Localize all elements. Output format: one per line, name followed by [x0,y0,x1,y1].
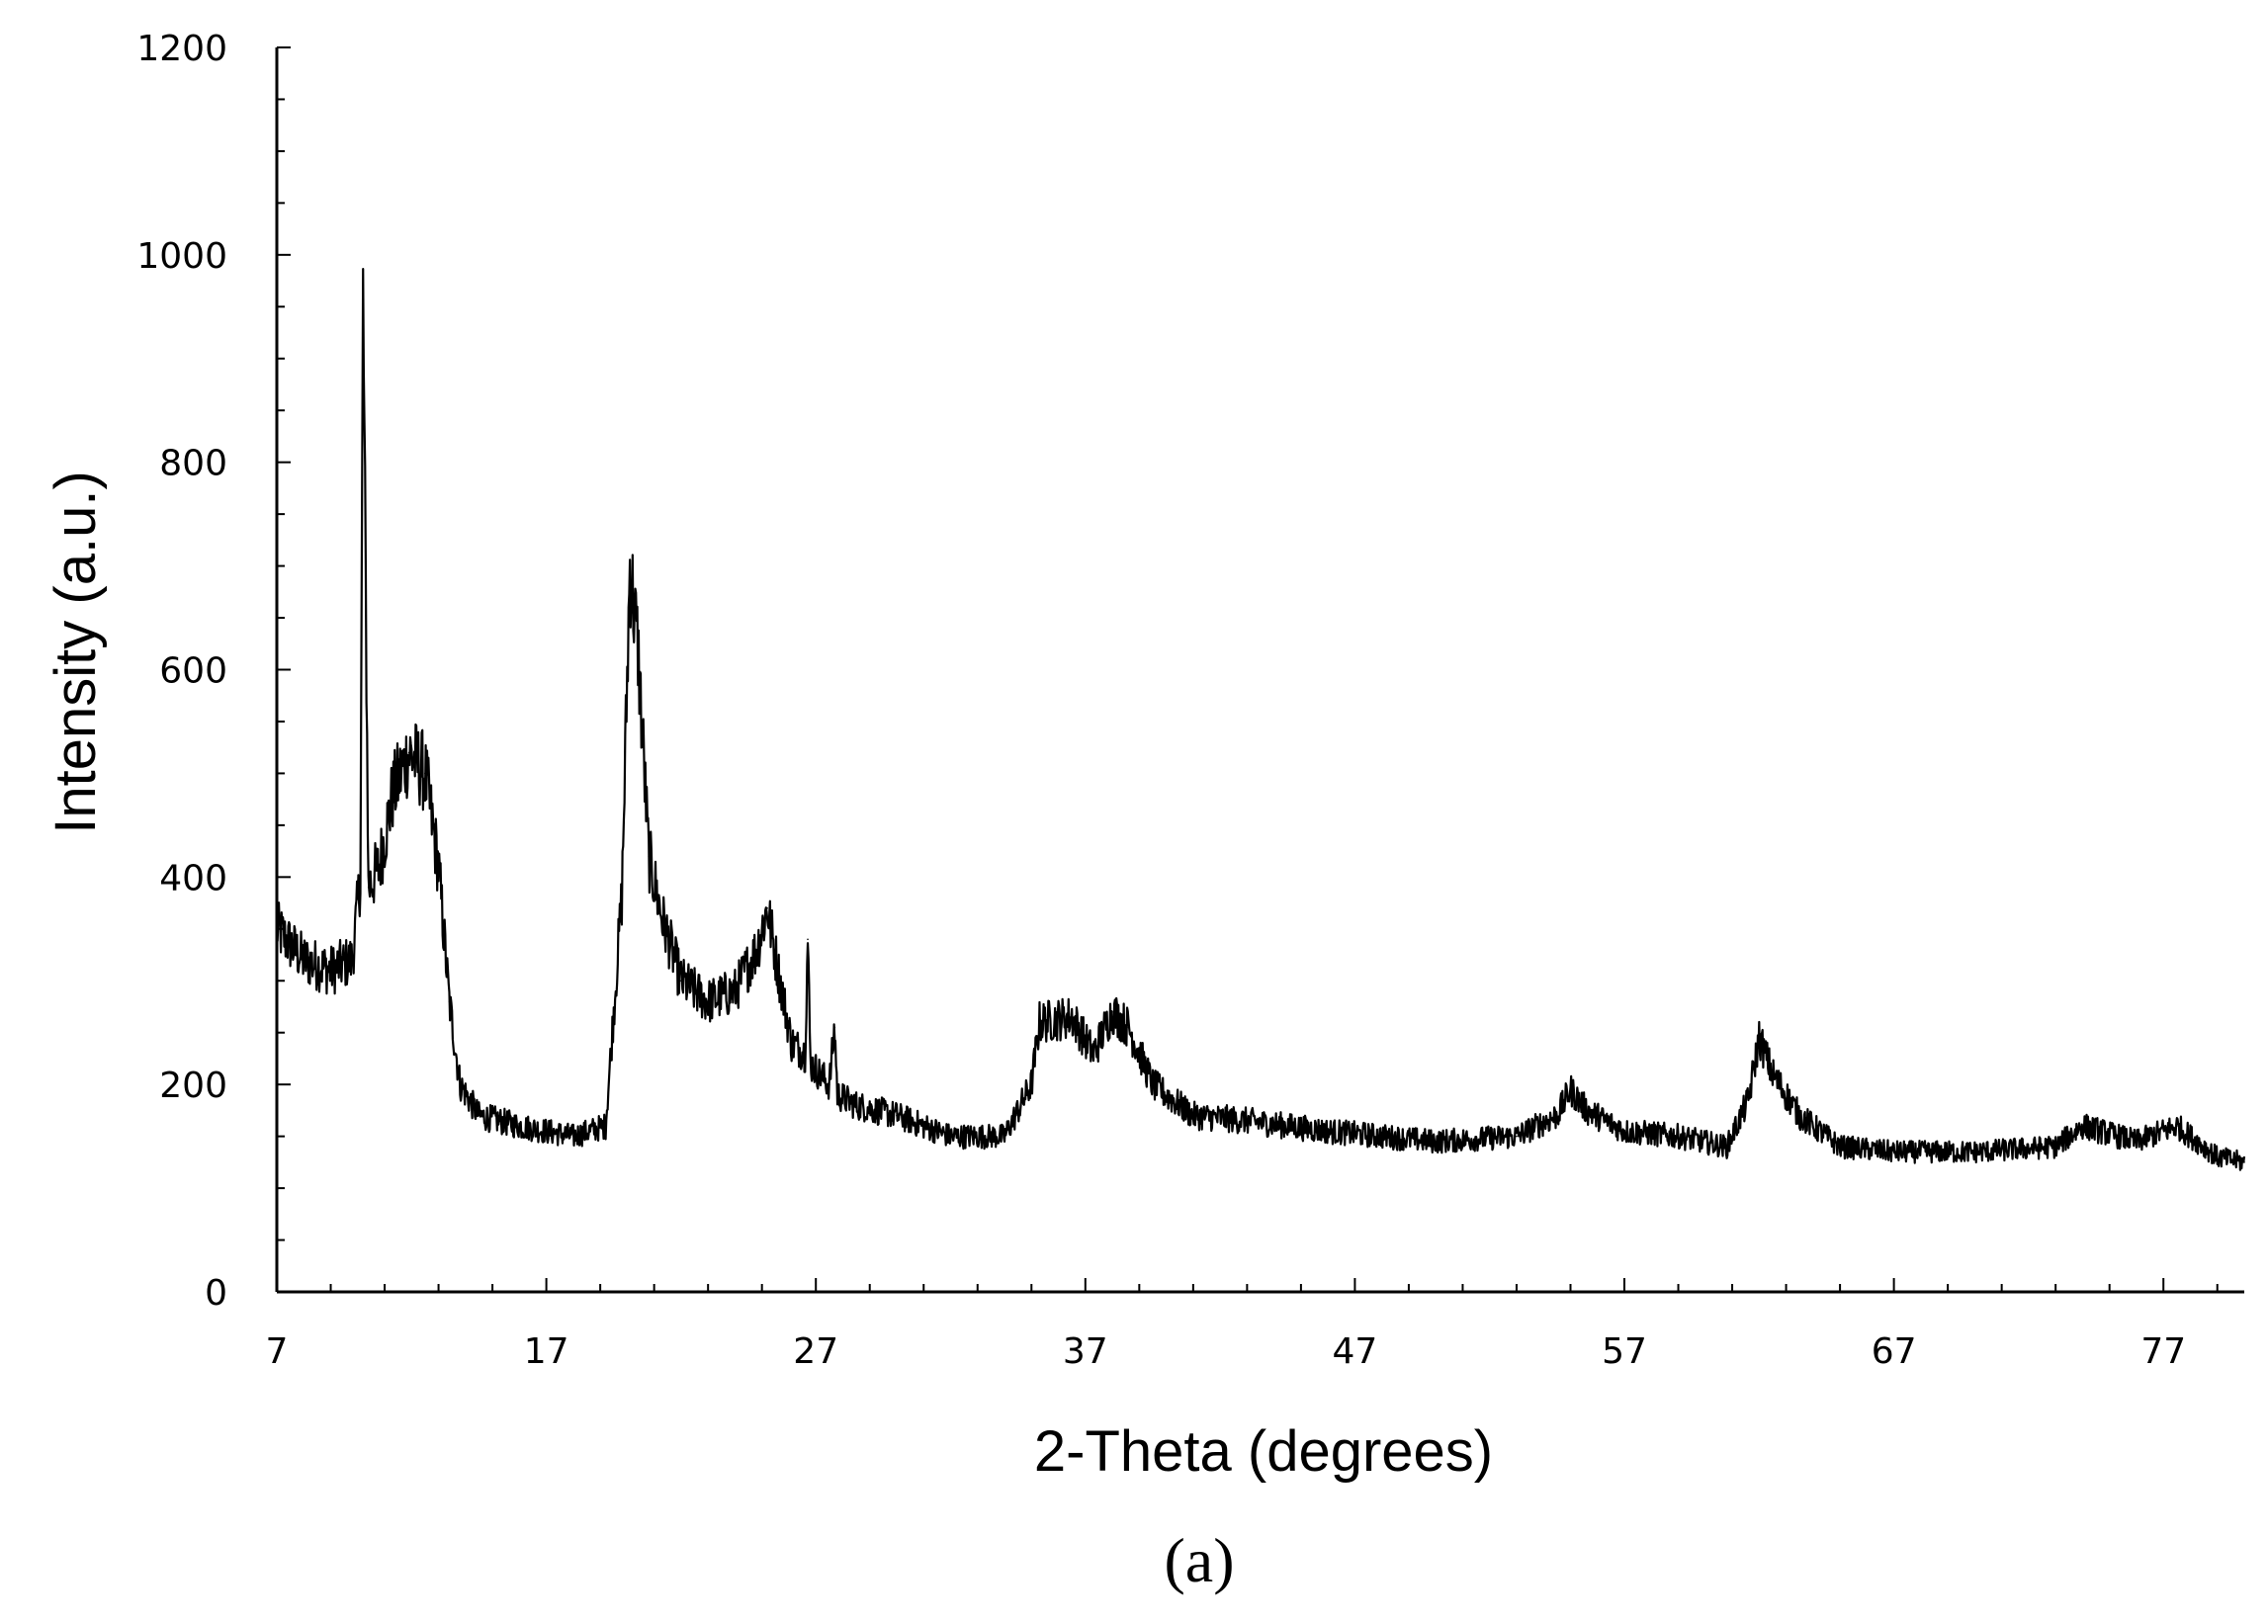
data-point [1030,1083,1033,1085]
data-point [459,1083,462,1085]
x-tick-label: 47 [1333,1331,1378,1372]
plot-area [275,267,2246,1171]
y-tick-label: 1000 [136,236,227,277]
data-point [836,1093,838,1096]
data-point [1516,1135,1518,1138]
data-point [1892,1151,1895,1154]
data-point [1758,1037,1761,1039]
data-point [2243,1161,2245,1163]
y-tick-label: 1200 [136,29,227,69]
data-point [648,855,650,858]
data-point [1747,1099,1750,1101]
data-point [1725,1146,1728,1148]
data-point [807,938,809,941]
data-point [437,866,440,868]
data-point [755,948,758,951]
y-tick-label: 0 [205,1273,227,1314]
data-point [809,1063,812,1065]
data-point [1071,1016,1073,1018]
y-axis-title: Intensity (a.u.) [44,470,108,833]
y-tick-label: 800 [159,444,227,484]
data-point [637,647,640,650]
x-axis-ticks: 7 17 27 37 47 57 67 77 [266,1278,2219,1372]
data-point [2176,1125,2178,1127]
panel-label: (a) [1164,1525,1234,1595]
data-point [1152,1083,1154,1085]
x-tick-label: 57 [1602,1331,1647,1372]
series-line [275,267,2246,1171]
data-point [766,907,768,909]
data-point [1772,1072,1774,1075]
y-tick-label: 200 [159,1066,227,1106]
x-tick-label: 27 [793,1331,838,1372]
data-point [276,927,278,930]
data-point [1435,1141,1437,1143]
data-point [1038,1021,1041,1024]
data-point [367,887,370,889]
data-point [1127,1026,1130,1029]
data-point [407,751,410,754]
data-point [1092,1052,1094,1055]
data-point [1111,1010,1113,1013]
data-point [804,1052,807,1055]
data-point [829,1083,830,1085]
data-point [2136,1141,2137,1143]
data-point [1798,1114,1801,1117]
x-tick-label: 77 [2140,1331,2186,1372]
data-point [424,772,426,775]
x-tick-label: 7 [266,1331,289,1372]
data-point [1003,1135,1005,1138]
data-point [362,296,365,298]
data-point [621,897,623,899]
data-point [1586,1109,1588,1112]
data-point [1623,1130,1625,1133]
data-point [572,1135,574,1138]
data-point [1327,1130,1329,1133]
data-point [378,866,381,868]
data-point [329,969,332,972]
x-tick-label: 37 [1063,1331,1108,1372]
y-tick-label: 400 [159,858,227,898]
data-point [790,1042,793,1044]
data-point [518,1125,521,1127]
data-point [777,969,779,972]
x-tick-label: 17 [524,1331,569,1372]
data-point [1569,1088,1572,1091]
data-point [2054,1146,2056,1148]
data-point [734,989,737,992]
data-point [896,1114,898,1117]
data-point [351,959,354,962]
data-point [707,1000,709,1003]
axes [275,47,2244,1294]
data-point [1973,1151,1976,1154]
data-point [1677,1135,1680,1138]
data-point [833,1026,836,1029]
data-point [1246,1120,1249,1122]
x-axis-title: 2-Theta (degrees) [1034,1419,1493,1484]
y-tick-label: 600 [159,651,227,692]
data-point [1192,1114,1194,1117]
data-point [661,917,663,920]
data-point [2081,1125,2084,1127]
data-point [1556,1114,1558,1117]
data-point [448,1000,451,1003]
data-point [949,1135,952,1138]
data-point [855,1104,857,1106]
x-tick-label: 67 [1872,1331,1917,1372]
data-point [2216,1155,2219,1158]
data-point [359,876,362,879]
data-point [604,1125,607,1127]
data-point [1839,1146,1841,1148]
data-point [392,793,394,796]
y-axis-ticks: 0 200 400 600 800 1000 1200 [136,29,291,1314]
data-point [629,564,631,567]
data-point [303,959,305,962]
data-point [478,1114,480,1117]
data-point [680,980,682,983]
